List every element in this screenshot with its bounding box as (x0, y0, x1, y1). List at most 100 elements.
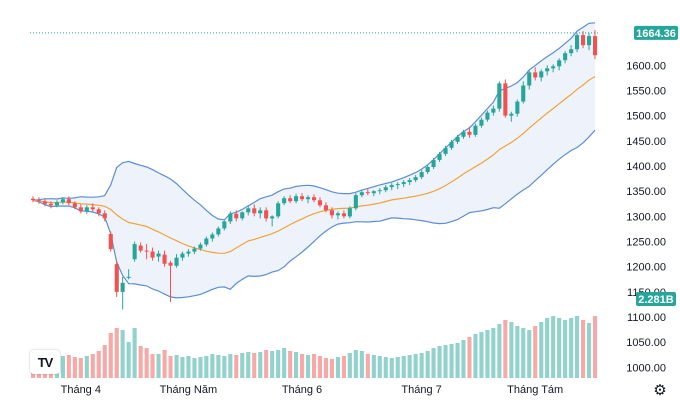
tradingview-logo[interactable]: TV (30, 350, 60, 374)
candle (102, 210, 107, 222)
candle-body (126, 276, 131, 278)
volume-bar (174, 355, 179, 378)
candle (66, 196, 71, 206)
candle (587, 33, 592, 51)
candle-body (186, 251, 191, 254)
volume-bar (132, 328, 137, 378)
candle (234, 210, 239, 222)
candle-body (276, 203, 281, 217)
price-axis[interactable]: 1000.001050.001100.001150.001200.001250.… (626, 60, 666, 374)
volume-bar (329, 359, 334, 378)
candle-body (533, 72, 538, 78)
volume-bar (527, 330, 532, 378)
candle-body (264, 210, 269, 219)
svg-text:1664.36: 1664.36 (636, 28, 676, 40)
volume-bar (192, 358, 197, 378)
candle (323, 202, 328, 213)
candle-body (90, 207, 95, 210)
volume-bar (252, 353, 257, 378)
volume-bar (401, 356, 406, 378)
candle-body (120, 282, 125, 292)
volume-bar (156, 354, 161, 378)
candle-body (341, 213, 346, 217)
candle-body (108, 234, 113, 250)
candle (108, 231, 113, 252)
volume-bar (497, 324, 502, 378)
volume-bar (66, 355, 71, 378)
candle-body (575, 35, 580, 50)
volume-bar (144, 348, 149, 378)
candle (132, 241, 137, 262)
svg-text:2.281B: 2.281B (638, 294, 674, 306)
candle (186, 249, 191, 257)
time-axis[interactable]: Tháng 4 Tháng Năm Tháng 6 Tháng 7 Tháng Tám (61, 384, 564, 396)
price-tick-label: 1500.00 (626, 111, 666, 123)
candle (593, 30, 598, 60)
volume-bar (294, 352, 299, 378)
candle-body (443, 147, 448, 154)
candle (204, 236, 209, 247)
candle (240, 211, 245, 221)
volume-badge: 2.281B (636, 292, 676, 306)
gear-icon[interactable]: ⚙ (653, 381, 667, 399)
candle (497, 81, 502, 112)
candle-body (461, 131, 466, 137)
candle (449, 139, 454, 150)
volume-bar (210, 354, 215, 378)
price-tick-label: 1050.00 (626, 337, 666, 349)
volume-bar (96, 351, 101, 378)
volume-bar (413, 354, 418, 378)
candle (252, 204, 257, 217)
candle (246, 205, 251, 216)
time-tick-label: Tháng Tám (507, 384, 563, 396)
volume-bar (282, 348, 287, 378)
candle-body (162, 254, 167, 264)
candle-body (473, 125, 478, 135)
candle (162, 250, 167, 267)
candle (54, 200, 59, 208)
volume-bar (288, 351, 293, 378)
candle-body (210, 234, 215, 239)
time-tick-label: Tháng 7 (401, 384, 441, 396)
volume-bar (419, 353, 424, 378)
candle-body (329, 210, 334, 216)
candle-body (557, 60, 562, 67)
volume-bar (407, 355, 412, 378)
candle (282, 196, 287, 206)
candle-body (96, 209, 101, 214)
volume-bar (138, 346, 143, 378)
candle-body (317, 200, 322, 206)
candle (31, 196, 36, 203)
volume-bar (180, 357, 185, 378)
candle (461, 129, 466, 139)
candle-body (270, 216, 275, 219)
candle (473, 123, 478, 137)
volume-bar (234, 355, 239, 378)
candle (515, 99, 520, 117)
candle-body (144, 250, 149, 252)
candle-body (383, 187, 388, 191)
volume-bar (353, 350, 358, 378)
volume-bar (365, 354, 370, 378)
candle (222, 220, 227, 231)
candle (347, 206, 352, 219)
candle (60, 197, 65, 205)
candle (491, 105, 496, 116)
candle (419, 170, 424, 180)
candle-body (84, 207, 89, 212)
candle-body (395, 184, 400, 186)
candle (455, 134, 460, 144)
candle (485, 110, 490, 122)
candle-body (515, 101, 520, 114)
volume-bar (102, 345, 107, 378)
candle-body (581, 35, 586, 46)
candle-body (485, 112, 490, 120)
volume-bars (31, 316, 598, 378)
candle (120, 276, 125, 310)
candle (413, 175, 418, 183)
volume-bar (335, 357, 340, 378)
volume-bar (216, 355, 221, 378)
volume-bar (371, 355, 376, 378)
candle (407, 178, 412, 186)
